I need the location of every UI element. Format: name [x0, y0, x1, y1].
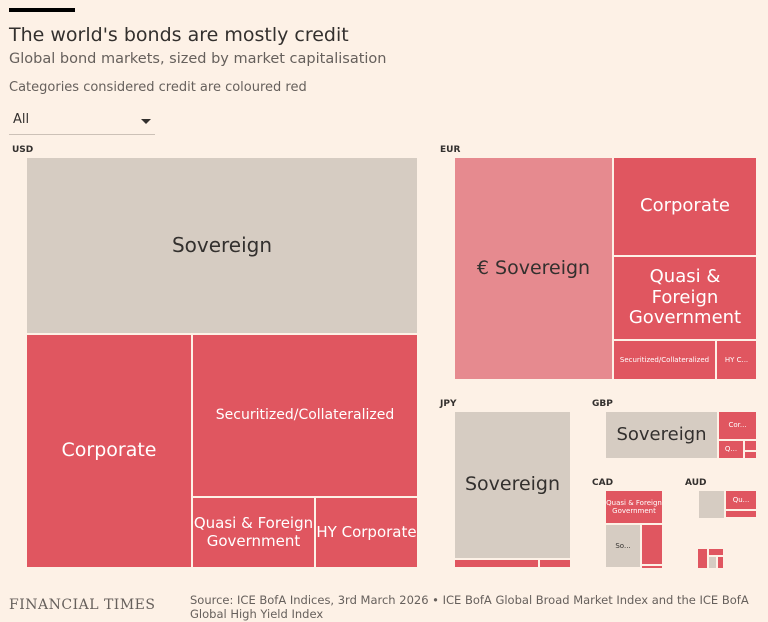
treemap-cell-aud-1[interactable]: Qu... — [725, 490, 757, 510]
cell-label: Cor... — [728, 421, 747, 430]
treemap-cell-cad-0[interactable]: Quasi & Foreign Government — [605, 490, 663, 524]
cell-label: € Sovereign — [476, 256, 591, 279]
cell-label: Corporate — [61, 439, 157, 462]
cell-label: Sovereign — [464, 473, 561, 496]
treemap-cell-usd-2[interactable]: Securitized/Collateralized — [192, 334, 418, 497]
cell-label: Corporate — [640, 195, 730, 217]
cell-label: Quasi & Foreign Government — [628, 265, 742, 329]
treemap-cell-gbp-0[interactable]: Sovereign — [605, 411, 718, 459]
currency-filter-dropdown[interactable]: All — [9, 110, 155, 135]
group-label-aud: AUD — [685, 478, 707, 488]
treemap-cell-usd-3[interactable]: Quasi & Foreign Government — [192, 497, 315, 568]
treemap-cell-other-2[interactable] — [708, 556, 717, 569]
treemap-cell-jpy-1[interactable] — [454, 559, 539, 568]
group-label-gbp: GBP — [592, 399, 613, 409]
group-label-jpy: JPY — [440, 399, 457, 409]
ft-accent-bar — [9, 8, 75, 12]
cell-label: HY Corporate — [316, 522, 417, 541]
cell-label: So... — [615, 541, 631, 550]
treemap-cell-eur-4[interactable]: HY C... — [716, 340, 757, 380]
treemap-cell-usd-4[interactable]: HY Corporate — [315, 497, 418, 568]
dropdown-selected-value: All — [13, 112, 30, 127]
treemap-cell-gbp-3[interactable] — [744, 440, 757, 451]
source-note: Source: ICE BofA Indices, 3rd March 2026… — [190, 593, 749, 622]
treemap-cell-usd-1[interactable]: Corporate — [26, 334, 192, 568]
treemap-cell-eur-1[interactable]: Corporate — [613, 157, 757, 256]
group-label-usd: USD — [12, 145, 34, 155]
treemap-cell-cad-3[interactable] — [641, 565, 663, 569]
treemap-cell-gbp-4[interactable] — [744, 451, 757, 459]
treemap-cell-cad-1[interactable]: So... — [605, 524, 641, 568]
treemap-cell-jpy-0[interactable]: Sovereign — [454, 411, 571, 559]
treemap-cell-gbp-1[interactable]: Cor... — [718, 411, 757, 440]
cell-label: Qu... — [732, 495, 750, 504]
treemap-cell-other-3[interactable] — [717, 556, 724, 569]
ft-logo: FINANCIAL TIMES — [9, 597, 156, 613]
cell-label: Quasi & Foreign Government — [606, 498, 662, 515]
group-label-eur: EUR — [440, 145, 461, 155]
chart-subtitle: Global bond markets, sized by market cap… — [9, 51, 387, 67]
cell-label: Q... — [724, 445, 738, 454]
treemap-cell-other-0[interactable] — [697, 548, 708, 569]
treemap-cell-gbp-2[interactable]: Q... — [718, 440, 744, 459]
cell-label: Quasi & Foreign Government — [193, 514, 314, 550]
cell-label: HY C... — [724, 355, 749, 364]
cell-label: Securitized/Collateralized — [215, 407, 395, 424]
treemap-cell-other-1[interactable] — [708, 548, 724, 556]
chart-title: The world's bonds are mostly credit — [9, 24, 349, 46]
treemap-cell-usd-0[interactable]: Sovereign — [26, 157, 418, 334]
treemap-cell-eur-0[interactable]: € Sovereign — [454, 157, 613, 380]
cell-label: Sovereign — [616, 423, 707, 445]
cell-label: Sovereign — [171, 233, 273, 257]
group-label-cad: CAD — [592, 478, 614, 488]
chevron-down-icon — [141, 119, 151, 124]
treemap-cell-eur-3[interactable]: Securitized/Collateralized — [613, 340, 716, 380]
treemap-cell-cad-2[interactable] — [641, 524, 663, 565]
treemap-cell-aud-2[interactable] — [725, 510, 757, 518]
cell-label: Securitized/Collateralized — [619, 355, 710, 364]
chart-note: Categories considered credit are coloure… — [9, 80, 307, 95]
treemap-cell-eur-2[interactable]: Quasi & Foreign Government — [613, 256, 757, 340]
treemap-cell-aud-0[interactable] — [698, 490, 725, 519]
treemap-cell-jpy-2[interactable] — [539, 559, 571, 568]
